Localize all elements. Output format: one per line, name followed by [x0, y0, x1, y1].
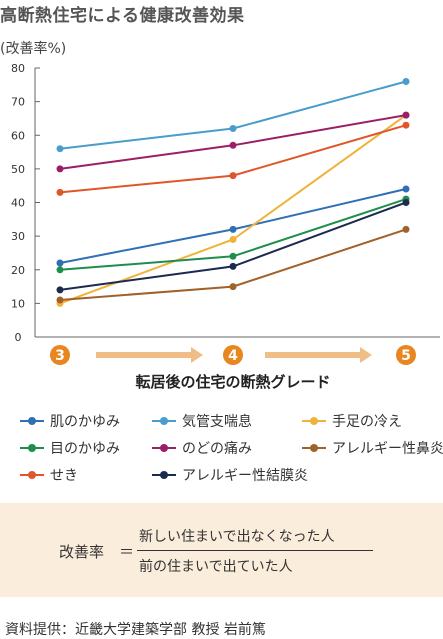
data-point	[402, 111, 410, 119]
legend-swatch	[152, 442, 176, 454]
legend-item: 気管支喘息	[152, 411, 252, 431]
legend-label: せき	[50, 468, 78, 484]
y-tick-label: 40	[11, 197, 25, 210]
legend-item: 目のかゆみ	[20, 438, 120, 458]
series-line	[59, 80, 407, 150]
data-point	[56, 188, 64, 196]
grade-arrow	[96, 352, 191, 358]
x-axis-title: 転居後の住宅の断熱グレード	[135, 373, 330, 391]
grade-badge	[223, 345, 243, 365]
legend-swatch	[20, 469, 44, 481]
legend-swatch	[302, 415, 326, 427]
y-tick-label: 70	[11, 96, 25, 109]
legend-swatch	[20, 415, 44, 427]
y-tick-label: 10	[11, 297, 25, 310]
chart-legend: 肌のかゆみ 気管支喘息 手足の冷え目のかゆみ のどの痛み アレルギー性鼻炎せき アレルギー…	[0, 411, 443, 491]
data-point	[402, 225, 410, 233]
data-point	[56, 286, 64, 294]
data-point	[56, 266, 64, 274]
data-point	[402, 78, 410, 85]
data-point	[229, 141, 237, 149]
legend-swatch	[152, 469, 176, 481]
y-tick-label: 80	[11, 62, 25, 75]
formula-box: 改善率 ＝ 新しい住まいで出なくなった人 前の住まいで出ていた人	[0, 503, 443, 597]
legend-label: 肌のかゆみ	[50, 414, 120, 430]
grade-arrow	[265, 352, 360, 358]
legend-swatch	[152, 415, 176, 427]
legend-item: アレルギー性鼻炎	[302, 438, 443, 458]
data-point	[56, 259, 64, 267]
data-point	[229, 283, 237, 291]
data-point	[402, 121, 410, 129]
legend-label: 気管支喘息	[182, 414, 252, 430]
line-chart: 0 10 20 30 40 50 60 70 80 3 4 5 転居後の住宅の断熱グレード	[11, 62, 440, 391]
legend-item: アレルギー性結膜炎	[152, 465, 308, 485]
chart-title: 高断熱住宅による健康改善効果	[0, 6, 245, 26]
formula-equals: ＝	[119, 543, 135, 561]
data-point	[229, 262, 237, 270]
formula-denominator: 前の住まいで出ていた人	[139, 559, 293, 575]
legend-swatch	[302, 442, 326, 454]
y-tick-label: 60	[11, 129, 25, 142]
legend-item: せき	[20, 465, 78, 485]
data-point	[402, 199, 410, 206]
legend-item: のどの痛み	[152, 438, 252, 458]
legend-label: 手足の冷え	[332, 414, 402, 430]
data-point	[229, 172, 237, 180]
legend-label: 目のかゆみ	[50, 441, 120, 457]
grade-badge	[50, 345, 70, 365]
data-point	[229, 236, 237, 243]
y-axis-unit-label: (改善率%)	[0, 41, 67, 57]
grade-badge	[396, 345, 416, 365]
grade-arrow-head	[191, 347, 203, 363]
y-tick-label: 20	[11, 264, 25, 277]
data-point	[402, 185, 410, 193]
y-tick-label: 50	[11, 163, 25, 176]
formula-label: 改善率	[59, 543, 105, 561]
data-point	[56, 145, 64, 153]
legend-label: アレルギー性鼻炎	[332, 441, 443, 457]
x-tick-label: 4	[228, 348, 238, 364]
source-credit: 資料提供：近畿大学建築学部 教授 岩前篤	[5, 622, 266, 638]
legend-label: アレルギー性結膜炎	[182, 468, 308, 484]
y-tick-label: 30	[11, 230, 25, 243]
x-tick-label: 3	[55, 348, 65, 364]
data-point	[229, 252, 237, 260]
formula-numerator: 新しい住まいで出なくなった人	[139, 529, 335, 545]
legend-item: 手足の冷え	[302, 411, 402, 431]
data-point	[56, 165, 64, 173]
data-point	[229, 125, 237, 132]
legend-swatch	[20, 442, 44, 454]
legend-item: 肌のかゆみ	[20, 411, 120, 431]
x-tick-label: 5	[401, 348, 411, 364]
grade-arrow-head	[360, 347, 372, 363]
data-point	[229, 225, 237, 233]
fraction-bar	[137, 550, 373, 551]
series-line	[59, 124, 407, 194]
data-point	[56, 296, 64, 304]
y-tick-label: 0	[15, 331, 22, 344]
legend-label: のどの痛み	[182, 441, 252, 457]
